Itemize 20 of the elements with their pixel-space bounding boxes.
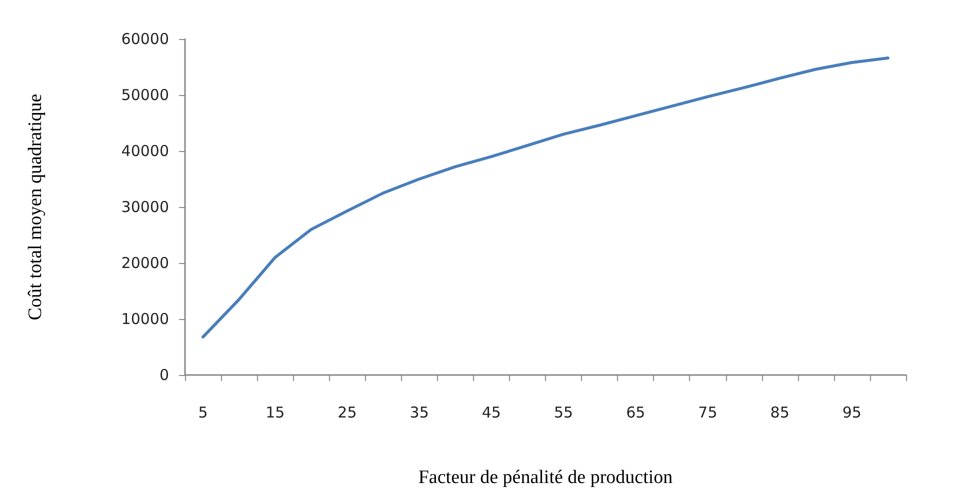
y-tick-label: 60000 [121,30,169,48]
x-tick-label: 35 [410,404,429,422]
y-tick-label: 20000 [121,254,169,272]
y-tick-label: 40000 [121,142,169,160]
x-tick-label: 65 [626,404,646,422]
x-tick-label: 25 [338,404,357,422]
y-tick-label: 0 [159,366,169,384]
x-tick-label: 15 [266,404,285,422]
x-tick-label: 45 [482,404,501,422]
x-tick-label: 75 [698,404,718,422]
y-tick-label: 10000 [121,310,169,328]
x-tick-label: 5 [198,404,208,422]
y-tick-label: 50000 [121,86,169,104]
x-tick-label: 95 [842,404,862,422]
y-axis-title: Coût total moyen quadratique [25,94,46,320]
x-tick-label: 85 [770,404,790,422]
x-axis-title: Facteur de pénalité de production [418,467,674,488]
line-series [202,56,890,338]
x-tick-label: 55 [554,404,574,422]
y-tick-label: 30000 [121,198,169,216]
